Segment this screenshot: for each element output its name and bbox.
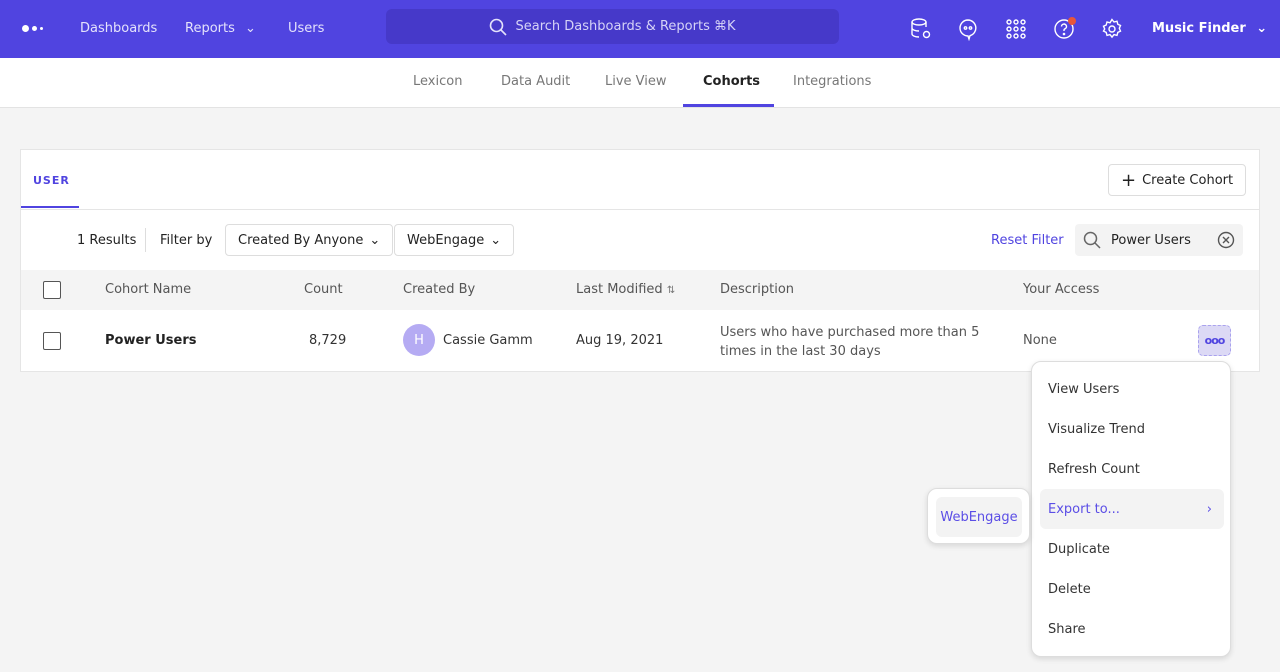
source-dropdown[interactable]: WebEngage ⌄ (394, 224, 515, 256)
sub-navbar: Lexicon Data Audit Live View Cohorts Int… (0, 58, 1280, 108)
tab-live-view[interactable]: Live View (605, 74, 667, 89)
menu-item-export[interactable]: Export to... › (1040, 489, 1224, 529)
divider (145, 228, 146, 252)
search-input[interactable]: Search Dashboards & Reports ⌘K (386, 9, 839, 44)
created-by-value: Created By Anyone (238, 232, 364, 248)
nav-dashboards[interactable]: Dashboards (80, 21, 158, 36)
search-placeholder: Search Dashboards & Reports ⌘K (515, 19, 736, 34)
chevron-down-icon: ⌄ (369, 232, 381, 248)
last-modified: Aug 19, 2021 (576, 333, 664, 348)
cohort-count: 8,729 (309, 333, 347, 348)
cohort-search-input[interactable]: Power Users (1075, 224, 1243, 256)
your-access: None (1023, 333, 1057, 348)
column-your-access: Your Access (1023, 282, 1100, 297)
menu-item-share[interactable]: Share (1048, 621, 1086, 637)
top-navbar: Dashboards Reports ⌄ Users Search Dashbo… (0, 0, 1280, 58)
user-tab-indicator (21, 206, 79, 208)
sort-icon: ⇅ (666, 285, 676, 296)
nav-reports-label: Reports (185, 21, 235, 36)
source-value: WebEngage (407, 232, 485, 248)
search-icon (1083, 231, 1101, 249)
clear-icon[interactable] (1217, 231, 1235, 249)
filter-by-label: Filter by (160, 233, 213, 248)
plus-icon: + (1121, 169, 1137, 191)
menu-item-duplicate[interactable]: Duplicate (1048, 541, 1110, 557)
chevron-down-icon: ⌄ (245, 21, 256, 36)
cohorts-card: USER + Create Cohort 1 Results Filter by … (20, 149, 1260, 372)
data-settings-icon[interactable] (909, 17, 933, 41)
tab-data-audit[interactable]: Data Audit (501, 74, 571, 89)
menu-item-visualize-trend[interactable]: Visualize Trend (1048, 421, 1145, 437)
divider (21, 209, 1259, 210)
nav-users[interactable]: Users (288, 21, 325, 36)
description-line: Users who have purchased more than 5 (720, 325, 980, 340)
menu-item-refresh-count[interactable]: Refresh Count (1048, 461, 1140, 477)
help-icon[interactable] (1052, 17, 1076, 41)
select-all-checkbox[interactable] (43, 281, 61, 299)
active-tab-indicator (683, 104, 774, 107)
row-checkbox[interactable] (43, 332, 61, 350)
menu-item-view-users[interactable]: View Users (1048, 381, 1120, 397)
created-by-dropdown[interactable]: Created By Anyone ⌄ (225, 224, 394, 256)
column-count[interactable]: Count (304, 282, 343, 297)
column-last-modified-label: Last Modified (576, 282, 663, 297)
logo-icon[interactable] (22, 25, 43, 32)
column-last-modified[interactable]: Last Modified ⇅ (576, 282, 675, 297)
search-icon (490, 18, 508, 36)
column-created-by[interactable]: Created By (403, 282, 476, 297)
description: Users who have purchased more than 5 time… (720, 323, 979, 361)
chevron-down-icon: ⌄ (490, 232, 502, 248)
table-header (21, 270, 1259, 310)
tab-cohorts[interactable]: Cohorts (703, 74, 761, 89)
tab-integrations[interactable]: Integrations (793, 74, 872, 89)
column-cohort-name[interactable]: Cohort Name (105, 282, 192, 297)
column-description: Description (720, 282, 795, 297)
create-cohort-button[interactable]: + Create Cohort (1108, 164, 1247, 196)
created-by-name: Cassie Gamm (443, 333, 533, 348)
project-selector[interactable]: Music Finder ⌄ (1152, 21, 1267, 36)
reset-filter-link[interactable]: Reset Filter (991, 233, 1064, 248)
row-actions-menu: View Users Visualize Trend Refresh Count… (1031, 361, 1231, 657)
nav-reports[interactable]: Reports ⌄ (185, 21, 256, 36)
search-value: Power Users (1111, 232, 1191, 248)
results-count: 1 Results (77, 233, 137, 248)
chat-icon[interactable] (956, 17, 980, 41)
chevron-down-icon: ⌄ (1256, 21, 1268, 36)
avatar: H (403, 324, 435, 356)
menu-item-delete[interactable]: Delete (1048, 581, 1091, 597)
more-icon: ooo (1204, 334, 1226, 347)
tab-user[interactable]: USER (33, 174, 70, 187)
gear-icon[interactable] (1100, 17, 1124, 41)
create-cohort-label: Create Cohort (1142, 172, 1234, 188)
apps-grid-icon[interactable] (1004, 17, 1028, 41)
description-line: times in the last 30 days (720, 344, 881, 359)
more-options-button[interactable]: ooo (1198, 325, 1231, 356)
project-name: Music Finder (1152, 21, 1246, 36)
chevron-right-icon: › (1206, 501, 1212, 517)
cohort-name[interactable]: Power Users (105, 333, 197, 348)
export-label: Export to... (1048, 501, 1120, 517)
submenu-item-webengage[interactable]: WebEngage (936, 497, 1022, 537)
tab-lexicon[interactable]: Lexicon (413, 74, 463, 89)
export-submenu: WebEngage (927, 488, 1030, 544)
